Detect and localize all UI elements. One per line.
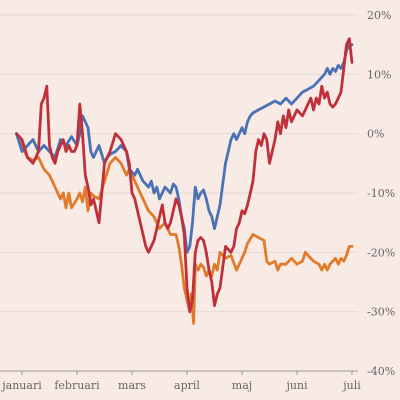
x-tick-label: februari [54,379,100,392]
series-line-1 [15,132,354,325]
x-tick-label: maj [232,379,252,392]
y-tick-label: -40% [367,365,395,378]
y-tick-label: 20% [367,9,391,22]
axes: 20% 10% 0% -10% -20% -30% -40% januari februari m… [0,9,395,392]
series-line-2 [15,43,354,254]
y-tick-label: -10% [367,187,395,200]
x-tick-label: juli [341,379,361,392]
y-tick-label: 0% [367,128,384,141]
x-tick-label: januari [0,379,42,392]
x-tick-label: mars [118,379,146,392]
series-group [15,37,354,325]
x-tick-label: juni [284,379,308,392]
series-line-3 [15,37,354,314]
y-tick-label: -20% [367,246,395,259]
y-tick-label: -30% [367,306,395,319]
x-tick-label: april [174,379,200,392]
y-tick-label: 10% [367,68,391,81]
